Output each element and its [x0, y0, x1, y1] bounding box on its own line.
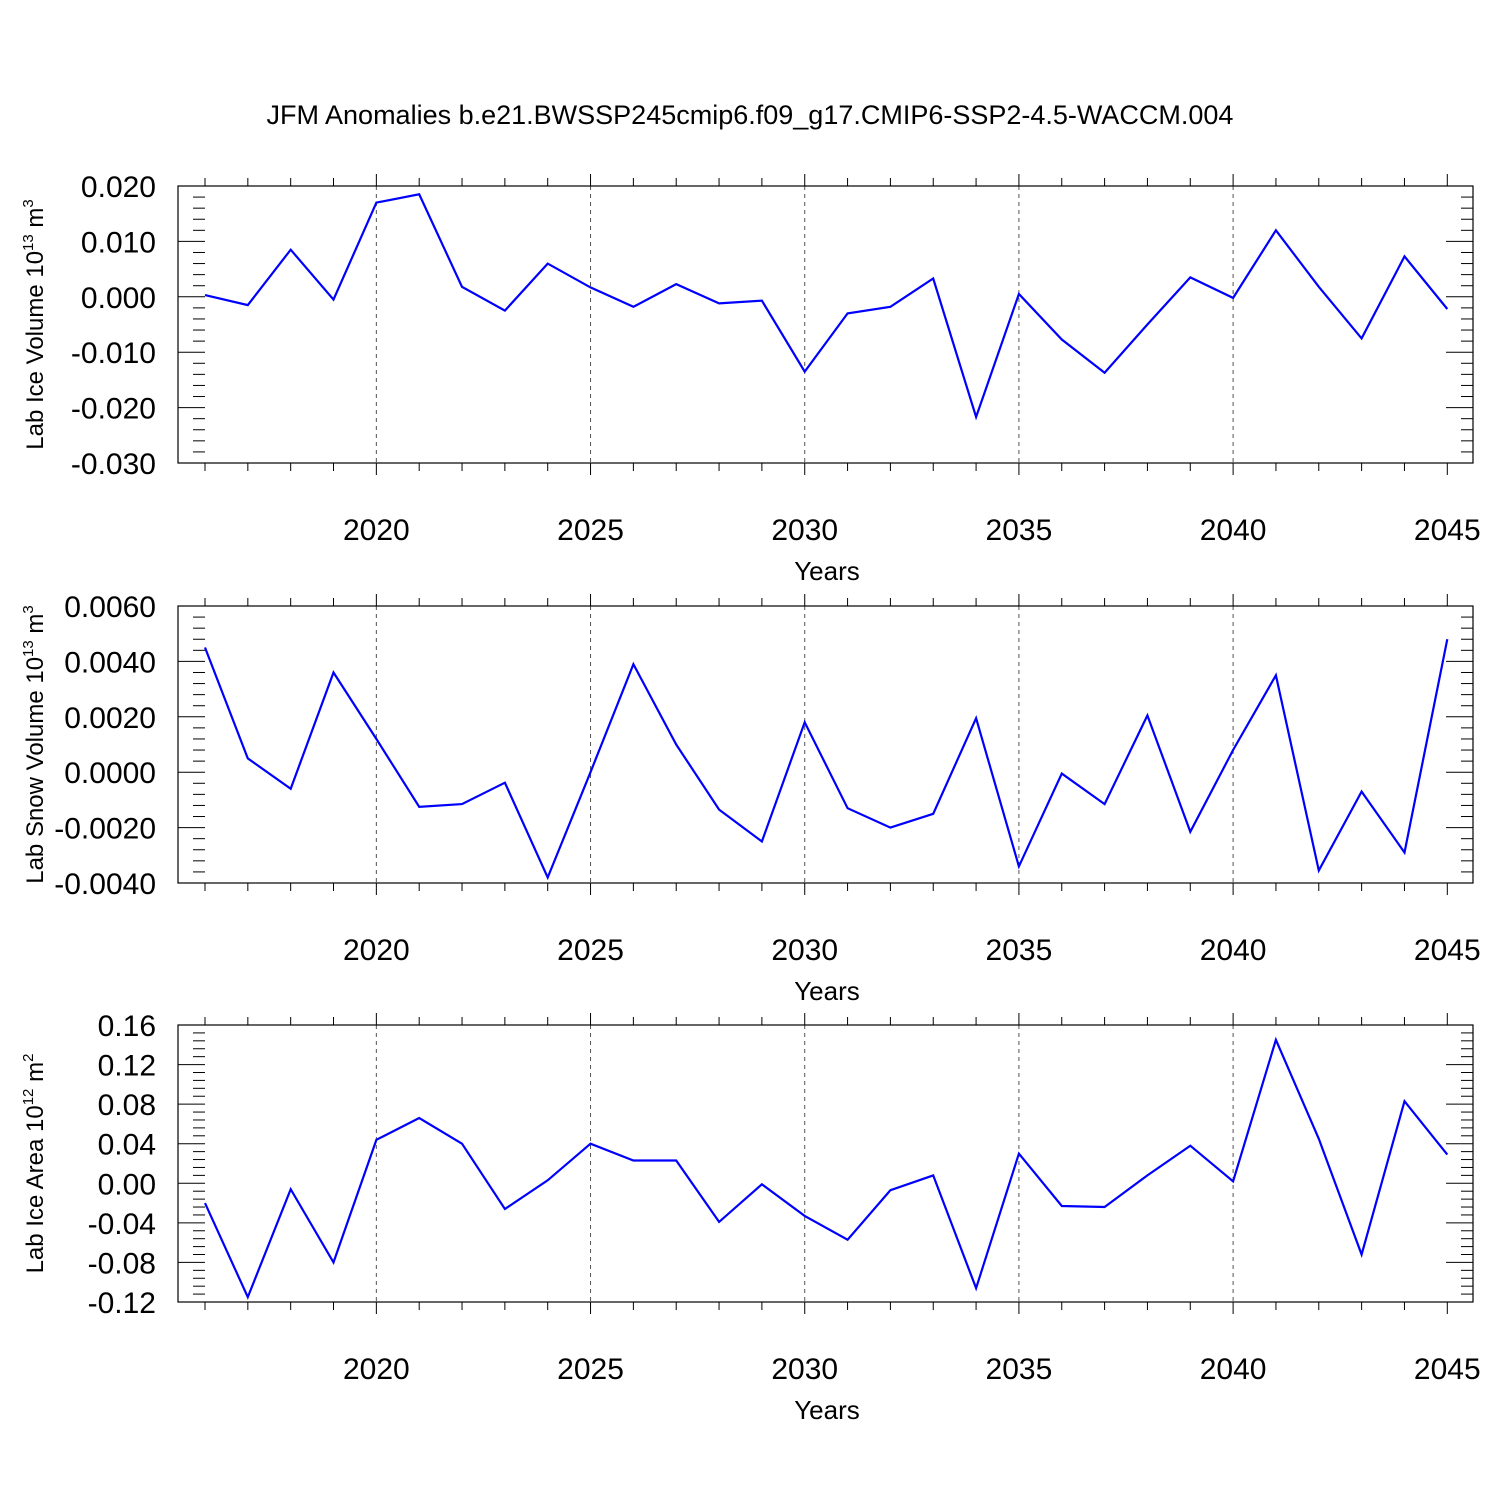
y-tick-label: 0.0060	[64, 591, 156, 624]
y-label-unit-exponent: 2	[20, 1054, 37, 1062]
y-tick-label: 0.0000	[64, 757, 156, 790]
y-tick-label: -0.0020	[54, 813, 156, 846]
x-tick-label: 2020	[343, 1353, 410, 1386]
x-tick-label: 2040	[1200, 1353, 1267, 1386]
y-tick-label: 0.04	[98, 1129, 156, 1162]
y-tick-label: -0.010	[71, 337, 156, 370]
y-tick-label: -0.08	[88, 1247, 156, 1280]
x-axis-label: Years	[794, 976, 860, 1006]
y-tick-label: -0.030	[71, 448, 156, 481]
y-axis-label: Lab Ice Area 1012 m2	[20, 1054, 49, 1274]
x-tick-label: 2035	[986, 514, 1053, 547]
series-line	[203, 638, 1449, 881]
plot-frame	[177, 1024, 1474, 1303]
y-label-unit-exponent: 3	[20, 605, 37, 613]
x-tick-label: 2025	[557, 514, 624, 547]
x-tick-label: 2035	[986, 934, 1053, 967]
y-tick-label: 0.08	[98, 1089, 156, 1122]
y-label-exponent: 13	[20, 234, 37, 251]
x-tick-label: 2045	[1414, 1353, 1481, 1386]
y-label-unit: m	[22, 614, 49, 641]
x-tick-label: 2040	[1200, 934, 1267, 967]
y-tick-label: -0.12	[88, 1287, 156, 1320]
y-label-unit: m	[22, 1062, 49, 1089]
y-tick-label: 0.0020	[64, 702, 156, 735]
y-tick-label: 0.020	[81, 171, 156, 204]
y-tick-label: 0.00	[98, 1168, 156, 1201]
y-tick-label: 0.12	[98, 1050, 156, 1083]
figure-title: JFM Anomalies b.e21.BWSSP245cmip6.f09_g1…	[267, 100, 1234, 130]
x-tick-label: 2025	[557, 934, 624, 967]
panels: 0.020 0.010 0.000 -0.010 -0.020 -0.030 2020 202…	[20, 171, 1481, 1425]
y-axis-label: Lab Ice Volume 1013 m3	[20, 199, 49, 450]
panel-1: 0.020 0.010 0.000 -0.010 -0.020 -0.030 2020 202…	[20, 171, 1481, 586]
panel-3: 0.16 0.12 0.08 0.04 0.00 -0.04 -0.08 -0.12 2020 2…	[20, 1010, 1481, 1425]
y-tick-label: -0.04	[88, 1208, 156, 1241]
y-label-unit-exponent: 3	[20, 199, 37, 207]
x-axis-label: Years	[794, 556, 860, 586]
y-tick-label: 0.010	[81, 226, 156, 259]
y-tick-label: -0.020	[71, 393, 156, 426]
plot-frame	[177, 605, 1474, 884]
x-tick-label: 2020	[343, 514, 410, 547]
y-tick-label: 0.16	[98, 1010, 156, 1043]
y-axis-label: Lab Snow Volume 1013 m3	[20, 605, 49, 884]
panel-2: 0.0060 0.0040 0.0020 0.0000 -0.0020 -0.0040 20…	[20, 591, 1481, 1006]
x-tick-label: 2035	[986, 1353, 1053, 1386]
x-tick-label: 2030	[771, 514, 838, 547]
y-label-text: Lab Ice Area 10	[22, 1105, 49, 1273]
y-label-exponent: 12	[20, 1089, 37, 1106]
series-line	[204, 193, 1449, 421]
x-axis-label: Years	[794, 1395, 860, 1425]
x-tick-label: 2020	[343, 934, 410, 967]
x-tick-label: 2045	[1414, 934, 1481, 967]
y-tick-label: -0.0040	[54, 868, 156, 901]
y-tick-label: 0.0040	[64, 646, 156, 679]
y-label-unit: m	[22, 208, 49, 235]
y-tick-label: 0.000	[81, 282, 156, 315]
y-label-text: Lab Snow Volume 10	[22, 657, 49, 884]
y-label-text: Lab Ice Volume 10	[22, 251, 49, 450]
x-tick-label: 2045	[1414, 514, 1481, 547]
x-tick-label: 2040	[1200, 514, 1267, 547]
x-tick-label: 2030	[771, 934, 838, 967]
x-tick-label: 2030	[771, 1353, 838, 1386]
y-label-exponent: 13	[20, 640, 37, 657]
series-line	[203, 1036, 1449, 1300]
plot-frame	[177, 185, 1474, 464]
x-tick-label: 2025	[557, 1353, 624, 1386]
